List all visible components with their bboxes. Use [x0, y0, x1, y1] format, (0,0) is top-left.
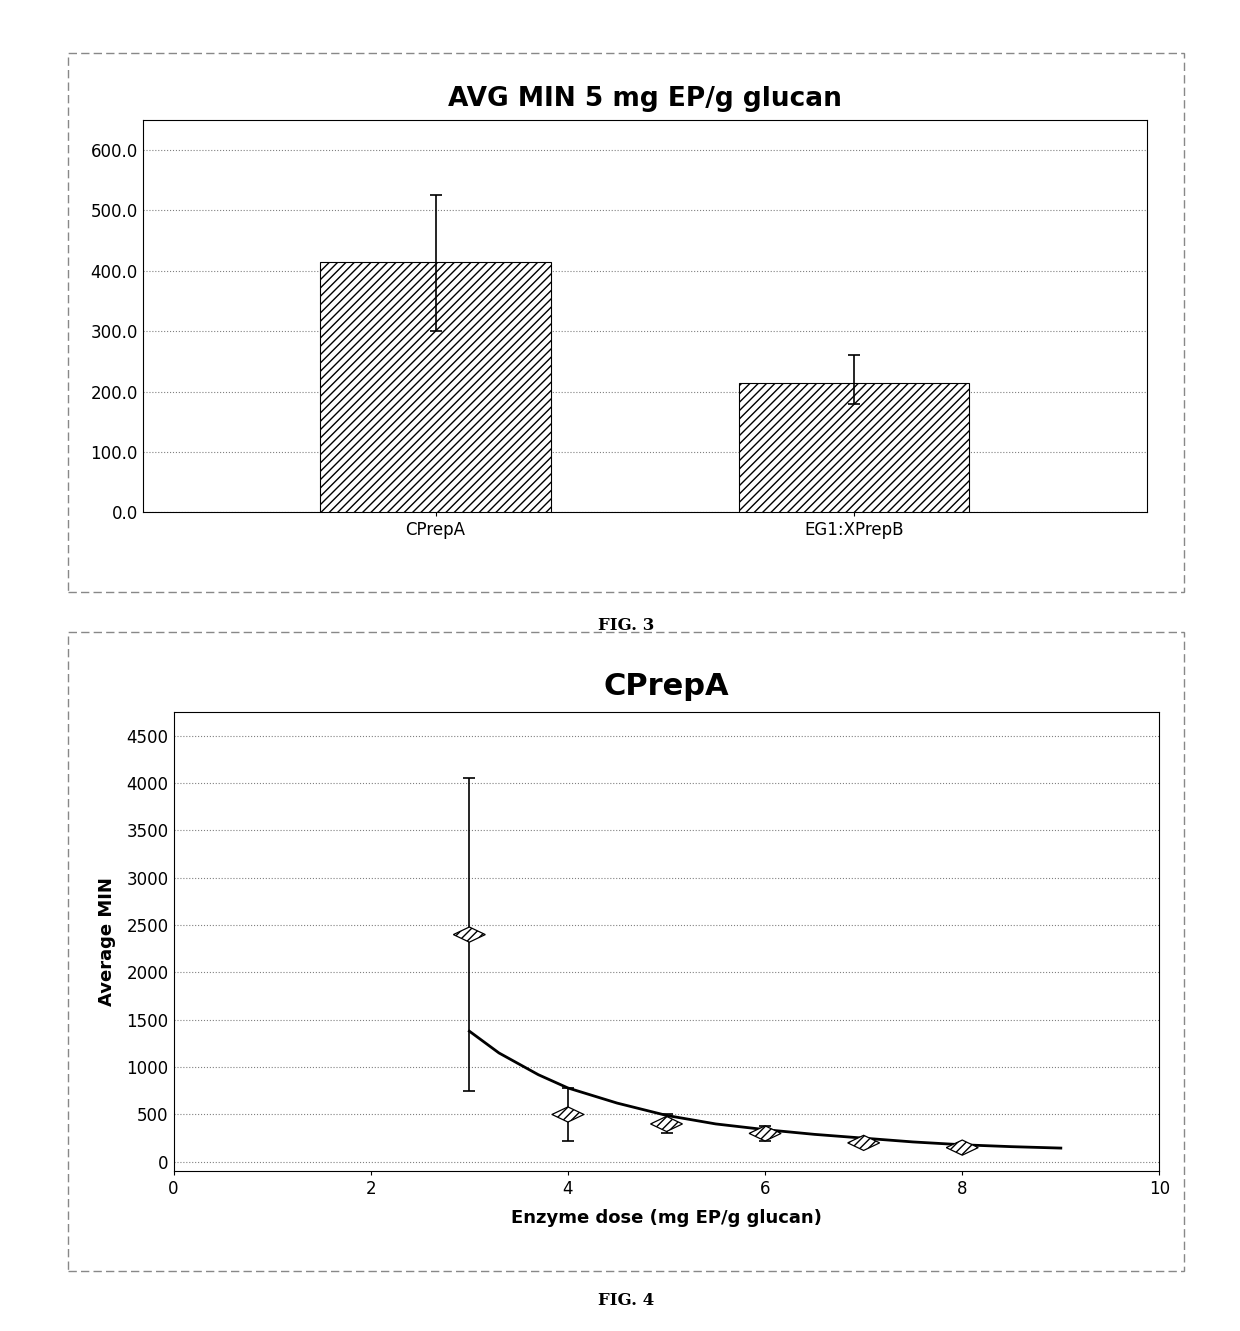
Title: AVG MIN 5 mg EP/g glucan: AVG MIN 5 mg EP/g glucan: [448, 87, 842, 112]
Text: FIG. 4: FIG. 4: [598, 1292, 655, 1308]
Polygon shape: [848, 1135, 879, 1150]
Polygon shape: [651, 1117, 682, 1131]
Bar: [739, 382, 970, 512]
Polygon shape: [552, 1107, 584, 1122]
Polygon shape: [946, 1141, 978, 1155]
Y-axis label: Average MIN: Average MIN: [98, 877, 115, 1006]
Text: FIG. 3: FIG. 3: [598, 618, 655, 634]
Bar: [320, 262, 551, 512]
Polygon shape: [749, 1126, 781, 1141]
Title: CPrepA: CPrepA: [604, 672, 729, 701]
X-axis label: Enzyme dose (mg EP/g glucan): Enzyme dose (mg EP/g glucan): [511, 1210, 822, 1227]
Polygon shape: [454, 926, 485, 942]
